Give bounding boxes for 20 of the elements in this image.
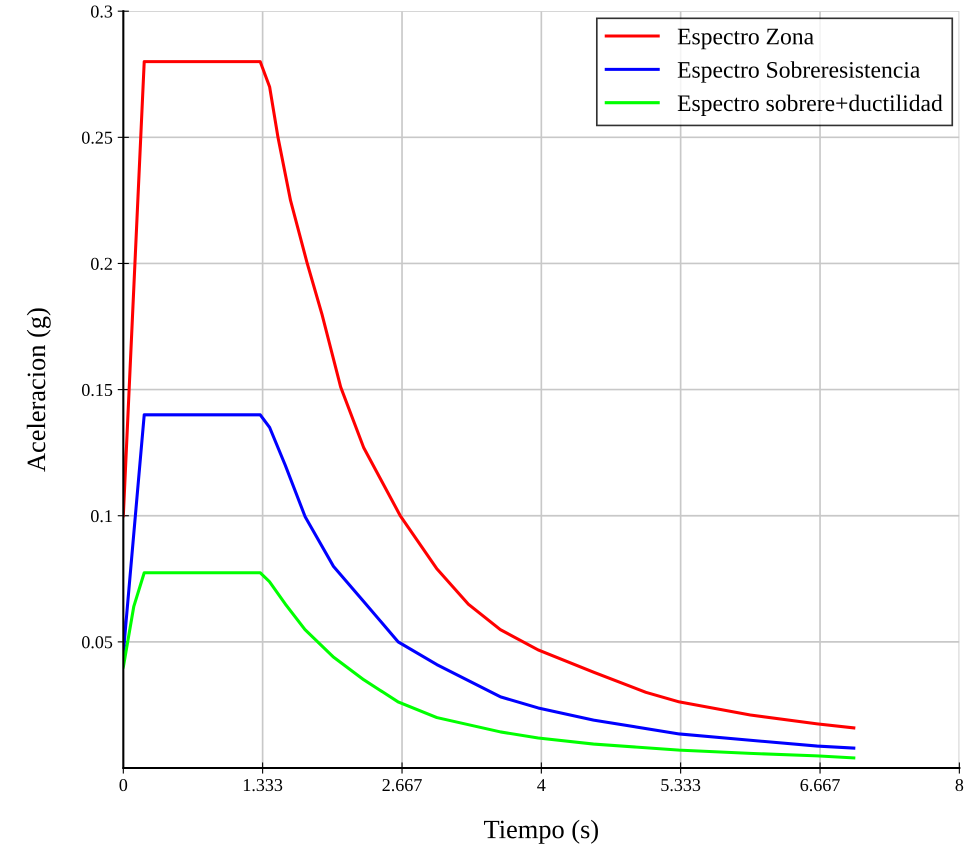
x-tick-label: 0 [119, 778, 128, 792]
y-tick-label: 0.1 [91, 510, 112, 522]
legend-label: Espectro Zona [678, 28, 814, 50]
x-tick-label: 4 [537, 779, 546, 791]
legend-label: Espectro Sobreresistencia [678, 61, 920, 83]
x-tick-label: 6.667 [800, 779, 840, 792]
line-series [123, 571, 856, 760]
y-tick-label: 0.2 [91, 258, 112, 270]
y-tick-label: 0.05 [82, 636, 112, 648]
x-tick-label: 5.333 [661, 779, 700, 792]
x-tick-label: 1.333 [244, 779, 282, 792]
x-tick-label: 8 [956, 778, 964, 792]
y-tick-label: 0.25 [82, 132, 112, 144]
y-axis-title: Aceleracion (g) [26, 308, 51, 472]
y-tick-label: 0.3 [91, 5, 112, 18]
x-tick-label: 2.667 [382, 779, 422, 792]
line-series [123, 413, 856, 750]
legend-label: Espectro sobrere+ductilidad [678, 94, 943, 116]
y-tick-label: 0.15 [82, 384, 112, 396]
x-axis-title: Tiempo (s) [484, 820, 598, 844]
